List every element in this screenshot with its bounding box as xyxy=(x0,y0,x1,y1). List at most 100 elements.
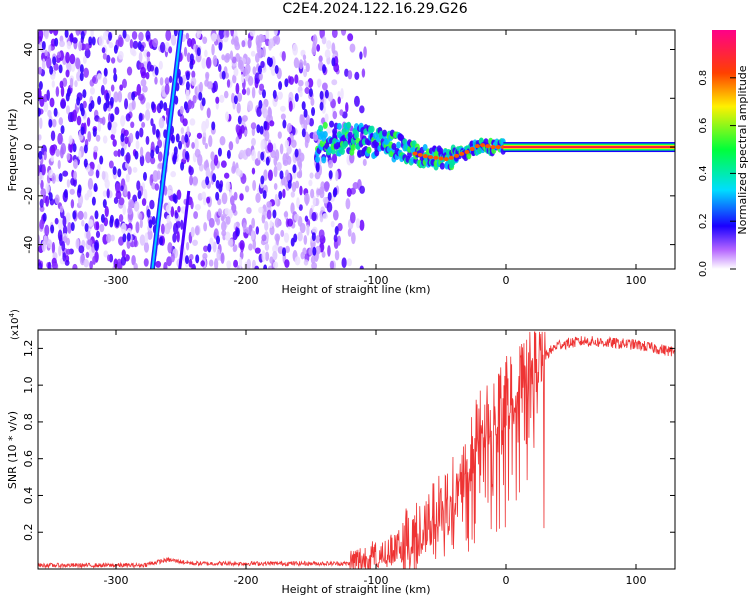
noise-speckle xyxy=(276,220,282,227)
noise-speckle xyxy=(226,79,231,88)
noise-speckle xyxy=(129,39,134,49)
noise-speckle xyxy=(139,127,144,138)
noise-speckle-strong xyxy=(154,66,159,76)
noise-speckle-strong xyxy=(120,133,125,143)
noise-speckle xyxy=(228,188,233,198)
noise-speckle xyxy=(299,90,303,98)
signal-core-dot xyxy=(454,153,460,158)
noise-speckle-strong xyxy=(257,65,262,75)
noise-speckle xyxy=(51,172,56,184)
noise-speckle xyxy=(251,217,256,229)
noise-speckle xyxy=(226,260,232,269)
noise-speckle xyxy=(359,219,365,231)
noise-speckle-strong xyxy=(196,47,201,57)
noise-speckle xyxy=(251,137,256,147)
noise-speckle xyxy=(247,75,254,86)
noise-speckle xyxy=(269,220,273,228)
noise-speckle xyxy=(206,209,212,222)
spectrogram-x-label: Height of straight line (km) xyxy=(281,283,430,296)
noise-speckle xyxy=(46,56,52,69)
noise-speckle xyxy=(189,174,193,186)
noise-speckle xyxy=(202,252,208,260)
noise-speckle xyxy=(294,256,301,266)
noise-speckle xyxy=(49,30,54,34)
noise-speckle xyxy=(276,161,282,171)
noise-speckle xyxy=(267,169,273,182)
noise-speckle xyxy=(72,109,78,122)
noise-speckle xyxy=(331,42,336,55)
noise-speckle-strong xyxy=(294,92,299,102)
noise-speckle xyxy=(192,239,198,246)
signal-blob xyxy=(343,140,349,148)
noise-speckle xyxy=(297,79,304,87)
snr-scale-label: (x10 xyxy=(10,317,21,340)
noise-speckle xyxy=(78,150,82,160)
noise-speckle xyxy=(113,197,119,205)
x-tick-label: -300 xyxy=(104,574,129,587)
noise-speckle xyxy=(274,233,281,242)
noise-speckle xyxy=(304,87,310,95)
y-tick-label: 0.6 xyxy=(22,450,35,468)
noise-speckle xyxy=(280,105,286,112)
noise-speckle xyxy=(95,169,100,179)
noise-speckle-strong xyxy=(189,60,194,70)
noise-speckle xyxy=(180,127,185,135)
noise-speckle xyxy=(141,198,147,206)
noise-speckle xyxy=(264,251,270,262)
noise-speckle xyxy=(327,159,334,169)
noise-speckle xyxy=(113,91,119,103)
noise-speckle xyxy=(152,37,159,48)
noise-speckle xyxy=(131,31,138,40)
noise-speckle xyxy=(164,77,170,86)
noise-speckle xyxy=(62,252,67,262)
noise-speckle-strong xyxy=(97,95,102,105)
noise-speckle xyxy=(164,83,170,95)
noise-speckle xyxy=(345,102,349,113)
noise-speckle xyxy=(255,52,260,63)
noise-speckle xyxy=(230,30,235,37)
noise-speckle xyxy=(107,254,111,262)
noise-speckle xyxy=(102,30,109,41)
noise-speckle xyxy=(216,217,221,226)
noise-speckle xyxy=(167,189,173,196)
signal-blob xyxy=(336,122,342,130)
noise-speckle xyxy=(232,74,237,84)
signal-blob xyxy=(329,120,335,128)
noise-speckle xyxy=(321,250,326,258)
noise-speckle-strong xyxy=(122,233,127,243)
noise-speckle xyxy=(200,260,205,267)
noise-speckle xyxy=(87,130,92,142)
noise-speckle xyxy=(231,92,235,104)
noise-speckle xyxy=(302,54,307,61)
noise-speckle xyxy=(300,251,305,260)
noise-speckle xyxy=(284,259,290,268)
noise-speckle xyxy=(218,30,225,40)
noise-speckle xyxy=(212,80,218,93)
noise-speckle-strong xyxy=(38,107,41,117)
noise-speckle xyxy=(128,198,135,209)
noise-speckle xyxy=(196,30,202,39)
noise-speckle xyxy=(89,161,95,171)
noise-speckle xyxy=(46,89,50,101)
noise-speckle xyxy=(194,203,201,211)
noise-speckle xyxy=(225,30,230,38)
noise-speckle xyxy=(202,136,206,146)
noise-speckle xyxy=(66,179,71,188)
noise-speckle-strong xyxy=(137,41,142,51)
noise-speckle xyxy=(304,192,310,205)
noise-speckle xyxy=(351,232,356,245)
noise-speckle xyxy=(65,237,71,246)
noise-speckle xyxy=(59,205,64,213)
noise-speckle-strong xyxy=(72,143,77,153)
noise-speckle xyxy=(139,146,144,157)
noise-speckle xyxy=(118,197,125,206)
noise-speckle xyxy=(145,71,150,80)
noise-speckle xyxy=(176,231,180,243)
noise-speckle-strong xyxy=(319,90,324,100)
noise-speckle xyxy=(188,258,193,268)
noise-speckle xyxy=(256,106,262,117)
noise-speckle xyxy=(45,195,50,207)
noise-speckle xyxy=(256,39,262,49)
noise-speckle xyxy=(264,220,269,231)
